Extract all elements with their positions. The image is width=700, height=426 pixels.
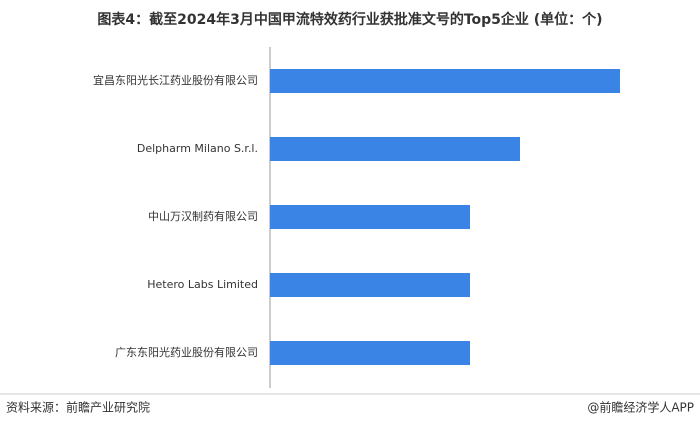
bar: [270, 273, 470, 297]
bar: [270, 341, 470, 365]
bar: [270, 69, 620, 93]
y-tick-label: 宜昌东阳光长江药业股份有限公司: [93, 73, 258, 87]
y-tick-label: Delpharm Milano S.r.l.: [137, 142, 258, 155]
y-tick-label: Hetero Labs Limited: [147, 278, 258, 291]
source-note: 资料来源：前瞻产业研究院: [6, 400, 150, 415]
bar: [270, 205, 470, 229]
credit: @前瞻经济学人APP: [587, 400, 694, 415]
y-tick-label: 广东东阳光药业股份有限公司: [115, 345, 258, 359]
y-tick-label: 中山万汉制药有限公司: [148, 209, 258, 223]
bar: [270, 137, 520, 161]
chart-title: 图表4：截至2024年3月中国甲流特效药行业获批准文号的Top5企业 (单位：个…: [97, 11, 602, 28]
